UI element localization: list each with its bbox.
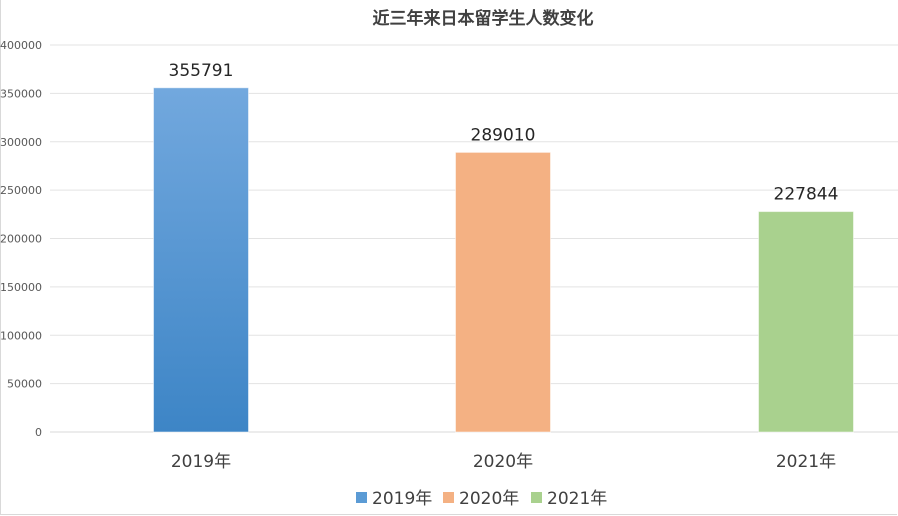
legend-swatch <box>356 492 367 503</box>
chart-title: 近三年来日本留学生人数变化 <box>373 8 594 29</box>
x-tick-label: 2021年 <box>776 452 836 472</box>
x-tick-label: 2019年 <box>171 452 231 472</box>
legend-entry: 2021年 <box>547 489 607 509</box>
legend-swatch <box>443 492 454 503</box>
y-tick-label: 150000 <box>0 281 42 294</box>
y-tick-label: 400000 <box>0 39 42 52</box>
y-tick-label: 200000 <box>0 233 42 246</box>
legend-swatch <box>531 492 542 503</box>
bar-2021年 <box>758 211 854 433</box>
x-tick-label: 2020年 <box>473 452 533 472</box>
data-label: 289010 <box>471 125 536 145</box>
data-label: 227844 <box>774 185 839 205</box>
legend-entry: 2020年 <box>459 489 519 509</box>
y-tick-label: 50000 <box>7 378 42 391</box>
y-tick-label: 100000 <box>0 329 42 342</box>
y-tick-label: 350000 <box>0 87 42 100</box>
y-tick-label: 0 <box>35 426 42 439</box>
y-tick-label: 250000 <box>0 184 42 197</box>
bar-2020年 <box>455 151 551 433</box>
bar-2019年 <box>153 87 249 433</box>
y-tick-label: 300000 <box>0 136 42 149</box>
legend-entry: 2019年 <box>372 489 432 509</box>
data-label: 355791 <box>169 61 234 81</box>
